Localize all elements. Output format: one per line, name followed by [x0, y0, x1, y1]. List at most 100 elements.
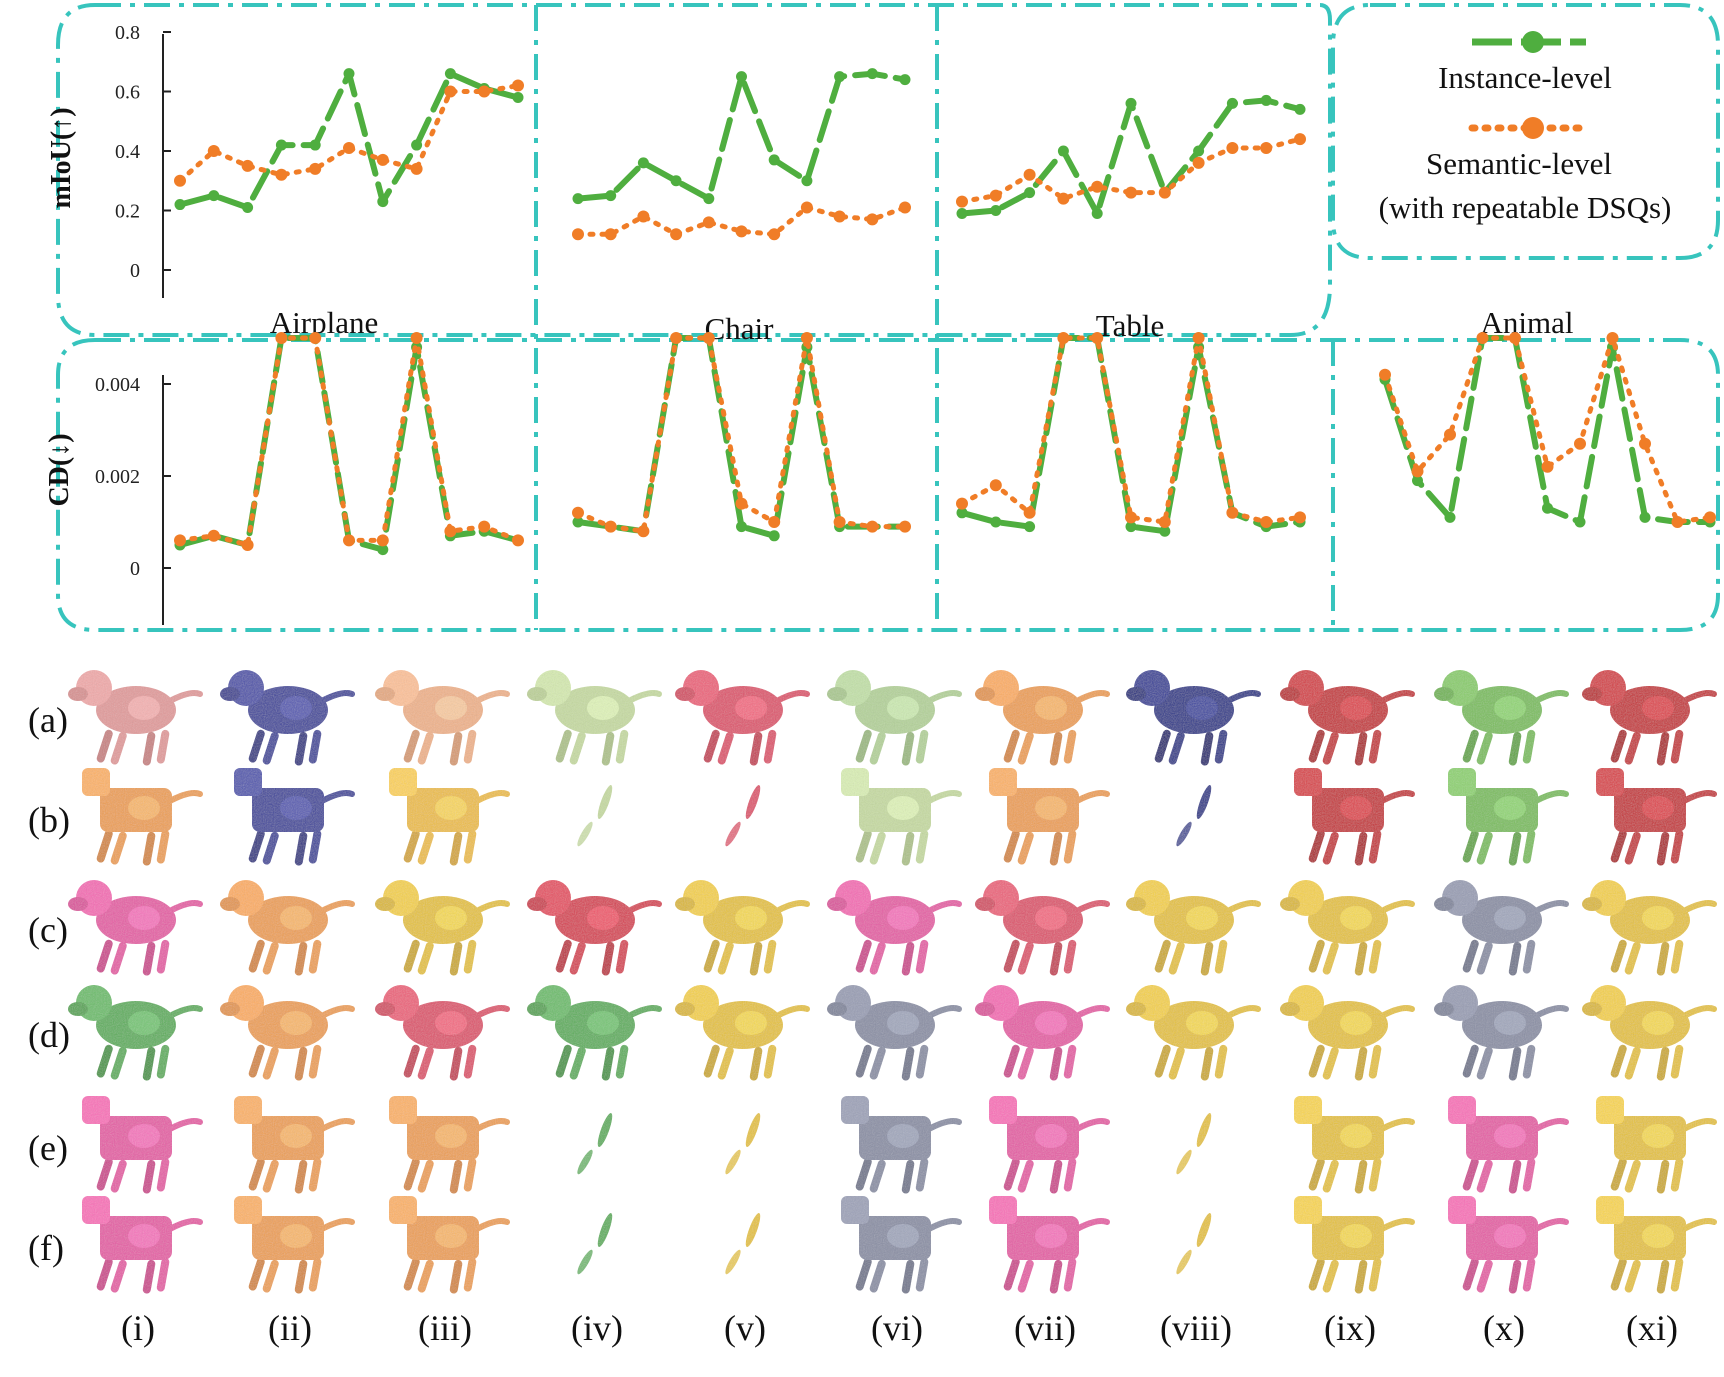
dog-leg	[869, 1159, 886, 1193]
grid-cell	[577, 785, 613, 847]
dog-snout	[1126, 897, 1146, 911]
dog-leg	[262, 1159, 279, 1193]
dog-leg	[156, 1044, 170, 1079]
dog-leg	[1462, 729, 1479, 763]
legend-semantic-sublabel: (with repeatable DSQs)	[1379, 190, 1672, 225]
dog-leg	[156, 1257, 170, 1292]
grid-cell	[375, 670, 510, 766]
semantic-point	[604, 228, 617, 241]
dog-segment	[587, 906, 619, 930]
semantic-point	[1260, 516, 1273, 528]
dog-leg	[1003, 1044, 1020, 1078]
dog-leg	[615, 729, 629, 764]
dog-leg	[1610, 729, 1627, 763]
y-tick-label: 0.6	[115, 82, 140, 104]
dog-head	[989, 768, 1017, 796]
dog-leg	[294, 731, 308, 766]
dog-leg	[110, 831, 127, 865]
dog-segment	[128, 1124, 160, 1148]
column-label: (v)	[724, 1308, 766, 1348]
dog-tail	[1679, 1218, 1717, 1233]
dog-segment	[1035, 696, 1067, 720]
dog-leg	[1154, 729, 1171, 763]
dog-leg	[1656, 831, 1670, 866]
semantic-point	[735, 225, 748, 238]
dog-leg	[1462, 829, 1479, 863]
dog-leg	[1168, 1046, 1185, 1080]
dog-leg	[1017, 941, 1034, 975]
dog-snout	[827, 687, 847, 701]
semantic-point	[1444, 428, 1456, 441]
dog-leg	[1610, 939, 1627, 973]
dog-head	[1596, 768, 1624, 796]
grid-cell	[220, 670, 355, 766]
dog-head	[234, 1096, 262, 1124]
dog-leg	[1354, 941, 1368, 976]
semantic-point	[1704, 511, 1716, 524]
panel-0-0	[174, 68, 524, 214]
grid-cell	[389, 768, 510, 866]
semantic-point	[343, 142, 355, 155]
dog-leg	[1522, 829, 1536, 864]
dog-leg	[96, 939, 113, 973]
dog-leg	[262, 941, 279, 975]
dog-leg	[915, 1157, 929, 1192]
dog-leg	[248, 939, 265, 973]
dog-leg	[262, 731, 279, 765]
grid-cell	[1448, 1196, 1569, 1294]
dog-leg	[463, 1157, 477, 1192]
dog-segment	[1642, 906, 1674, 930]
dog-leg	[1200, 941, 1214, 976]
dog-segment	[887, 796, 919, 820]
dog-leg	[1063, 1044, 1077, 1079]
dog-head	[1448, 1096, 1476, 1124]
semantic-series-line	[959, 335, 1303, 525]
dog-leg	[1308, 1157, 1325, 1191]
instance-point	[670, 175, 682, 187]
dog-head	[1448, 1196, 1476, 1224]
dog-leg	[749, 1046, 763, 1081]
dog-leg	[763, 939, 777, 974]
dog-leg	[1322, 941, 1339, 975]
grid-cell	[1294, 768, 1415, 866]
dog-leg	[1476, 1046, 1493, 1080]
dog-leg	[1154, 1044, 1171, 1078]
instance-point	[990, 205, 1002, 216]
dog-leg	[294, 1159, 308, 1194]
semantic-point	[207, 145, 220, 157]
semantic-point	[768, 228, 781, 241]
dog-segment	[1494, 1124, 1526, 1148]
semantic-point	[1639, 437, 1651, 450]
semantic-point	[833, 210, 846, 223]
column-label: (i)	[121, 1308, 155, 1348]
grid-cell	[1280, 670, 1415, 766]
instance-point	[834, 71, 846, 83]
semantic-series-line	[575, 205, 908, 237]
instance-point	[990, 516, 1002, 528]
semantic-point	[241, 159, 254, 172]
grid-cell	[82, 768, 203, 866]
dog-leg	[308, 1157, 322, 1192]
dog-tail	[1377, 1218, 1415, 1233]
semantic-series-line	[177, 335, 521, 548]
semantic-point	[512, 79, 524, 92]
instance-point	[1091, 207, 1103, 219]
dog-leg	[1462, 1044, 1479, 1078]
dog-leg	[248, 1157, 265, 1191]
dog-leg	[717, 941, 734, 975]
semantic-point	[275, 332, 288, 344]
grid-cell	[577, 1113, 613, 1175]
row-label: (b)	[28, 800, 70, 840]
dog-leg	[1508, 1159, 1522, 1194]
grid-cell	[68, 880, 203, 976]
semantic-point	[1226, 506, 1239, 519]
dog-snout	[1280, 897, 1300, 911]
instance-point	[801, 175, 813, 187]
grid-cell	[989, 1096, 1110, 1194]
y-tick-label: 0.8	[115, 22, 140, 44]
dog-leg	[96, 729, 113, 763]
semantic-point	[207, 529, 220, 542]
dog-leg	[1168, 941, 1185, 975]
dog-leg	[1063, 729, 1077, 764]
